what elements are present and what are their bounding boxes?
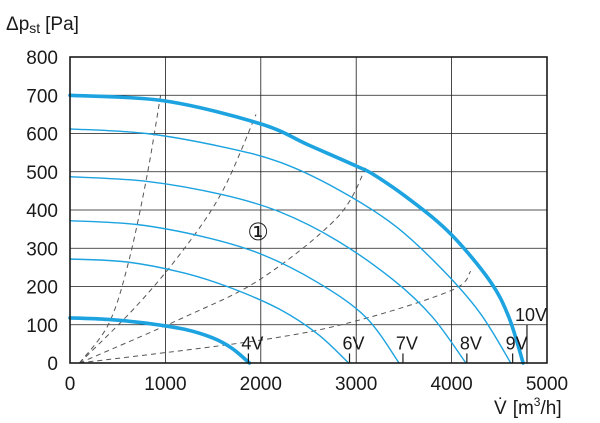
x-axis-label: V̇ [m3/h]	[494, 395, 562, 419]
region-marker: ①	[247, 218, 269, 246]
voltage-label: 10V	[515, 305, 547, 325]
y-tick-label: 300	[26, 239, 58, 260]
plot-frame	[69, 56, 548, 364]
y-axis-label-sub: st	[29, 20, 40, 36]
grid	[69, 56, 548, 364]
y-tick-label: 400	[26, 201, 58, 222]
voltage-labels: 4V 6V 7V 8V 9V 10V	[241, 305, 547, 363]
y-tick-label: 800	[26, 48, 58, 69]
voltage-label: 9V	[506, 333, 528, 353]
y-tick-label: 700	[26, 86, 58, 107]
fan-curves	[68, 93, 525, 365]
x-tick-label: 3000	[335, 374, 377, 395]
system-curves	[79, 95, 472, 364]
system-curve	[79, 167, 367, 364]
x-tick-label: 4000	[430, 374, 472, 395]
y-tick-labels: 0 100 200 300 400 500 600 700 800	[26, 48, 58, 375]
x-tick-label: 5000	[526, 374, 568, 395]
x-axis-label-main: V̇	[494, 398, 507, 419]
y-tick-label: 200	[26, 278, 58, 299]
system-curve	[79, 114, 257, 364]
voltage-label: 6V	[343, 333, 365, 353]
voltage-label: 4V	[241, 333, 263, 353]
y-axis-label-main: Δp	[6, 14, 29, 35]
x-tick-label: 2000	[240, 374, 282, 395]
fan-curve-8v	[69, 176, 467, 364]
y-tick-label: 100	[26, 316, 58, 337]
y-axis-label: Δpst [Pa]	[6, 14, 79, 36]
system-curve	[79, 95, 162, 364]
x-tick-labels: 0 1000 2000 3000 4000 5000	[65, 374, 568, 395]
system-curve	[79, 270, 472, 364]
x-tick-label: 1000	[144, 374, 186, 395]
fan-curve-7v	[69, 220, 400, 364]
x-axis-label-unit-exp: 3	[534, 395, 541, 409]
y-tick-label: 600	[26, 125, 58, 146]
fan-curve-4v	[68, 316, 252, 365]
fan-curve-10v	[68, 93, 525, 365]
x-axis-label-unit-close: /h]	[540, 398, 561, 419]
x-tick-label: 0	[65, 374, 76, 395]
plot-border	[69, 56, 548, 364]
fan-curve-9v	[69, 128, 512, 364]
x-axis-label-unit-open: [m	[513, 398, 534, 419]
voltage-label: 8V	[460, 333, 482, 353]
y-tick-label: 0	[47, 354, 58, 375]
y-axis-label-unit: [Pa]	[45, 14, 79, 35]
voltage-label: 7V	[396, 333, 418, 353]
fan-curve-6v	[69, 258, 350, 364]
y-tick-label: 500	[26, 163, 58, 184]
